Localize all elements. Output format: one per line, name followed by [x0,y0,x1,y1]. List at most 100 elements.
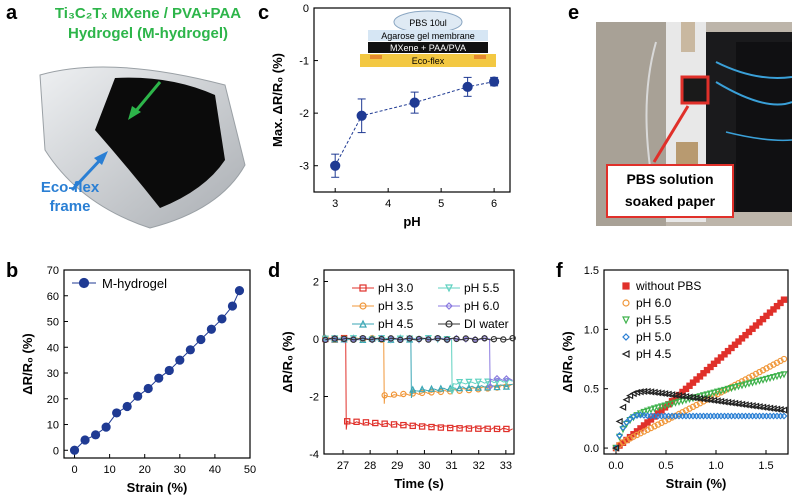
ecoflex-layer-label: Eco-flex [412,56,445,66]
data-point [409,422,416,430]
data-point [493,378,501,386]
panel-label-d: d [268,260,281,282]
data-point [706,390,715,398]
data-point [359,334,367,342]
series-ph-4.5 [612,387,788,452]
x-tick-label: 1.0 [708,460,723,472]
y-tick-label: -2 [309,392,319,404]
data-point [340,335,348,343]
x-tick-label: 29 [391,460,403,472]
data-point [689,412,697,420]
ecoflex-layer [360,54,496,67]
data-point [773,373,781,381]
data-point [456,379,464,387]
series-ph-3.0 [322,334,513,433]
data-point [780,296,788,303]
plot-frame [313,7,511,193]
data-point [769,374,778,382]
panel-label-b: b [6,260,19,282]
device-illustration [39,66,246,229]
legend-marker [622,333,630,341]
y-tick-label: 60 [47,291,59,303]
data-point [69,445,80,455]
data-point [90,430,101,440]
data-point [773,302,781,310]
x-tick-label: 50 [244,464,256,476]
data-point [731,412,739,420]
data-point [456,384,464,392]
data-point [654,421,662,428]
data-point [437,384,445,392]
data-point [759,367,767,374]
data-point [770,412,777,420]
data-point [710,412,718,420]
data-point [626,435,634,442]
data-point [622,396,630,404]
data-point [776,372,785,380]
x-tick-label: 1.5 [758,460,773,472]
x-axis-label: Time (s) [394,476,444,491]
chart-b: 0 10 20 30 40 50 0 10 20 30 40 50 60 70 Strain (%) ΔR/R… [20,265,256,495]
data-point [381,392,388,399]
plot-frame [603,269,789,455]
legend-label: pH 6.0 [636,296,672,310]
legend-label: pH 3.0 [378,281,414,295]
pbs-callout-line1: PBS solution [626,171,714,187]
legend-marker [359,302,367,310]
legend-label: pH 4.5 [378,317,414,331]
y-tick-label: -1 [299,56,309,68]
mxene-layer [368,42,488,53]
data-point [686,405,693,412]
data-point [378,335,385,343]
y-tick-label: -3 [299,161,309,173]
data-point [745,380,753,388]
legend-label: pH 3.5 [378,299,414,313]
data-point [770,306,777,313]
data-point [647,406,655,414]
data-point [418,389,426,397]
data-point [741,381,750,389]
x-tick-label: 40 [209,464,221,476]
data-point [780,412,788,420]
series-line [325,337,513,404]
data-point [738,378,746,385]
data-point [484,378,492,386]
data-point [381,420,388,427]
chart-d: 27 28 29 30 31 32 33 2 0 -2 -4 Time (s) ΔR/R₀ (%) pH … [280,269,516,491]
data-point [486,382,494,390]
y-tick-label: 10 [47,420,59,432]
data-point [678,397,687,405]
data-point [206,324,216,334]
x-axis-label: Strain (%) [666,476,727,491]
data-point [766,309,774,316]
series-ph-4.5 [321,334,513,399]
data-point [763,365,770,372]
data-point [489,76,500,87]
panel-label-a: a [6,2,18,24]
data-point [773,412,781,420]
data-point [616,432,623,439]
data-point [643,407,652,415]
y-tick-label: 0 [53,445,59,457]
data-point [626,392,634,400]
data-point [490,335,498,343]
y-tick-label: 2 [313,277,319,289]
data-point [409,385,417,393]
hydrogel-title: Ti₃C₂Tₓ MXene / PVA+PAA Hydrogel (M-hydr… [28,4,268,44]
data-point [696,412,704,420]
data-point [777,412,784,420]
data-point [356,110,367,121]
data-point [693,412,700,420]
data-point [748,379,757,387]
data-point [493,374,501,382]
data-point [456,425,463,432]
agarose-layer [368,30,488,41]
x-tick-label: 10 [103,464,115,476]
data-point [742,331,749,339]
data-point [474,378,482,386]
data-point [500,336,507,343]
data-point [721,412,728,420]
x-tick-label: 20 [139,464,151,476]
x-tick-label: 6 [491,198,497,210]
electrode-right [474,55,486,59]
